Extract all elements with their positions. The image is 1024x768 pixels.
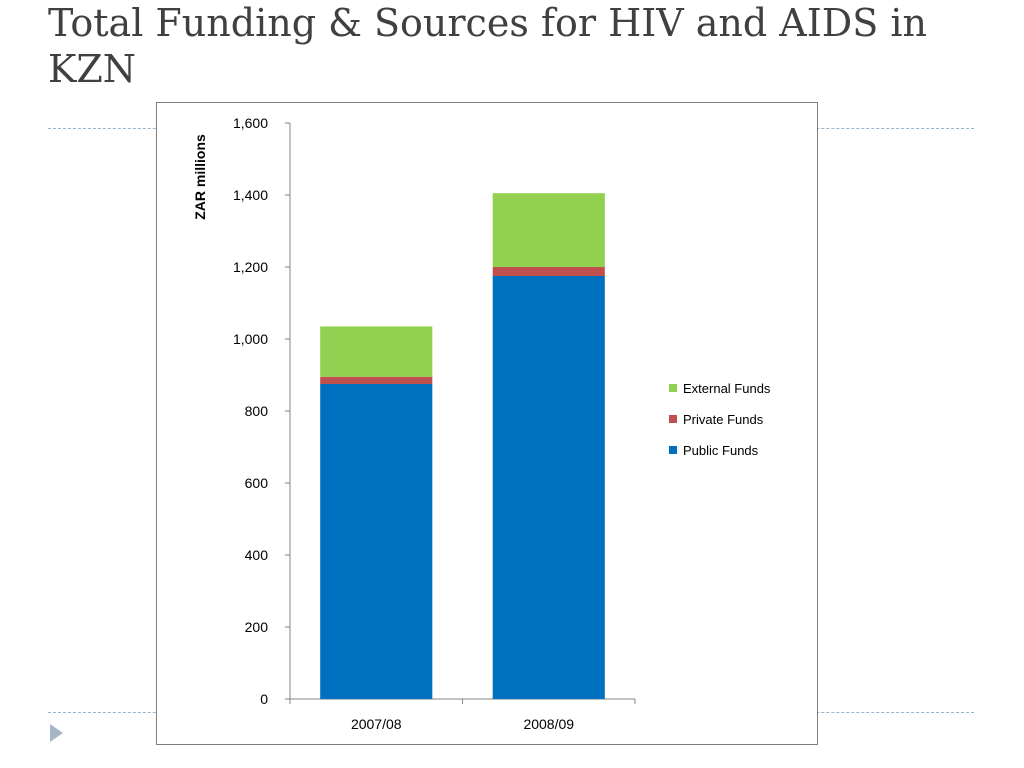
legend: External Funds Private Funds Public Funds — [669, 381, 771, 458]
y-tick-label: 1,200 — [233, 259, 268, 275]
bullet-arrow-icon — [50, 724, 63, 742]
y-tick-label: 0 — [260, 691, 268, 707]
legend-label: Public Funds — [683, 443, 759, 458]
y-tick-label: 1,000 — [233, 331, 268, 347]
bar-public-funds — [320, 384, 433, 699]
legend-swatch — [669, 415, 677, 423]
chart-frame: ZAR millions 0 200 400 600 800 1,000 1,200 1,40… — [156, 102, 818, 745]
legend-swatch — [669, 446, 677, 454]
stacked-bar-chart: ZAR millions 0 200 400 600 800 1,000 1,200 1,40… — [192, 115, 771, 732]
y-axis-label: ZAR millions — [192, 134, 208, 220]
bar-external-funds — [492, 193, 605, 267]
legend-swatch — [669, 384, 677, 392]
x-tick-label: 2008/09 — [523, 716, 574, 732]
bar-public-funds — [492, 276, 605, 699]
y-tick-label: 1,600 — [233, 115, 268, 131]
bars — [320, 193, 605, 699]
bar-private-funds — [320, 376, 433, 384]
y-tick-label: 400 — [245, 547, 269, 563]
y-tick-label: 600 — [245, 475, 269, 491]
y-axis-ticks: 0 200 400 600 800 1,000 1,200 1,400 1,600 — [233, 115, 290, 707]
y-tick-label: 800 — [245, 403, 269, 419]
y-tick-label: 200 — [245, 619, 269, 635]
legend-label: External Funds — [683, 381, 771, 396]
x-tick-label: 2007/08 — [351, 716, 402, 732]
x-axis-ticks: 2007/08 2008/09 — [289, 699, 636, 732]
slide-title: Total Funding & Sources for HIV and AIDS… — [48, 1, 927, 91]
y-tick-label: 1,400 — [233, 187, 268, 203]
bar-private-funds — [492, 267, 605, 276]
legend-label: Private Funds — [683, 412, 764, 427]
bar-external-funds — [320, 326, 433, 377]
